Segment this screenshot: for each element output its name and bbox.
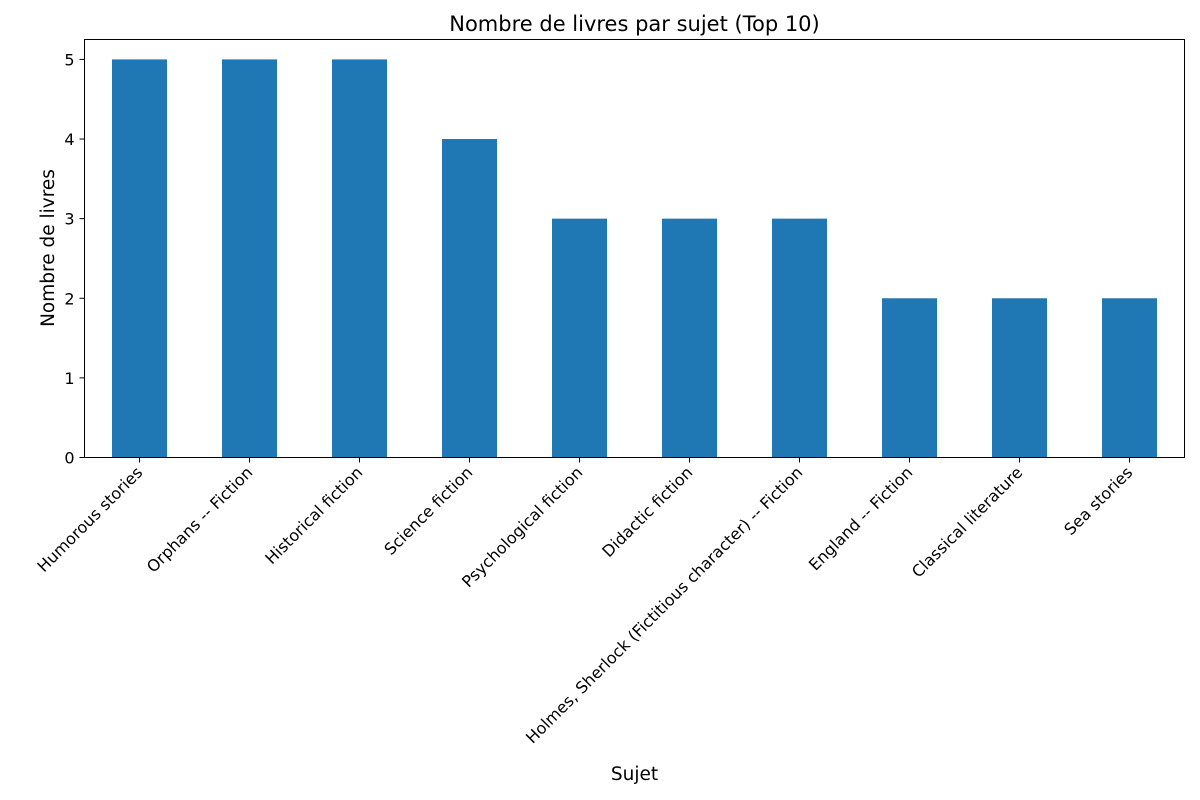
x-tick-label-9: Classical literature <box>908 463 1026 581</box>
x-tick-label-8: England -- Fiction <box>805 463 916 574</box>
bar-6 <box>662 218 717 458</box>
bar-5 <box>552 218 607 458</box>
y-tick-label-0: 0 <box>64 449 74 468</box>
x-tick-label-6: Didactic fiction <box>598 463 696 561</box>
y-axis: 0 1 2 3 4 5 <box>64 50 85 468</box>
y-tick-label-2: 2 <box>64 289 74 308</box>
bars-layer <box>112 59 1157 458</box>
x-tick-label-1: Humorous stories <box>33 463 146 576</box>
bar-10 <box>1102 298 1157 458</box>
bar-2 <box>222 59 277 458</box>
x-tick-label-5: Psychological fiction <box>458 463 586 591</box>
y-tick-label-5: 5 <box>64 50 74 69</box>
x-tick-label-10: Sea stories <box>1060 463 1136 539</box>
x-tick-label-4: Science fiction <box>380 463 476 559</box>
bar-3 <box>332 59 387 458</box>
x-tick-label-3: Historical fiction <box>261 463 366 568</box>
bar-9 <box>992 298 1047 458</box>
y-tick-label-4: 4 <box>64 130 74 149</box>
x-tick-label-2: Orphans -- Fiction <box>143 463 256 576</box>
plot-frame <box>84 39 1185 458</box>
y-axis-label: Nombre de livres <box>38 169 59 327</box>
bar-4 <box>442 139 497 458</box>
bar-1 <box>112 59 167 458</box>
bar-7 <box>772 218 827 458</box>
chart-title: Nombre de livres par sujet (Top 10) <box>449 12 819 36</box>
y-tick-label-1: 1 <box>64 369 74 388</box>
bar-8 <box>882 298 937 458</box>
y-tick-label-3: 3 <box>64 210 74 229</box>
x-axis-label: Sujet <box>611 764 658 785</box>
